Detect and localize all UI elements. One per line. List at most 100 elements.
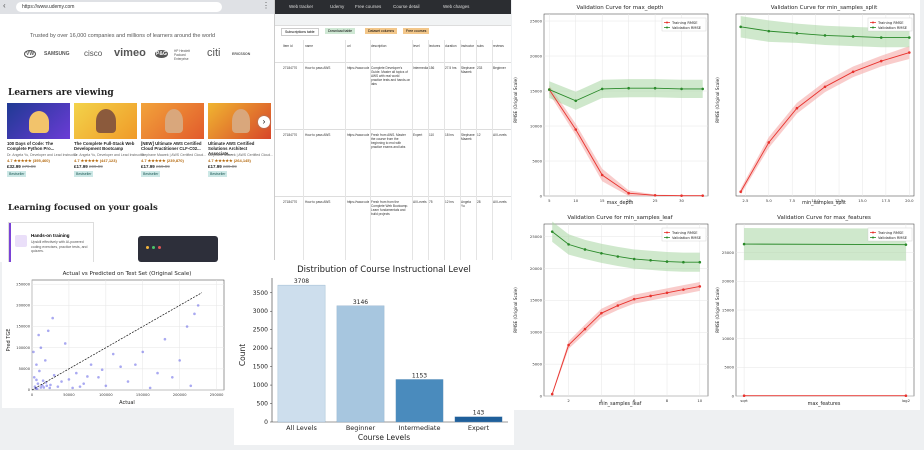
- carousel-next-button[interactable]: ›: [258, 116, 270, 128]
- x-tick-label: 10.0: [811, 198, 820, 203]
- course-title: The Complete Full-Stack Web Development …: [74, 141, 137, 151]
- vimeo-logo: vimeo: [114, 47, 146, 59]
- address-bar[interactable]: https://www.udemy.com: [16, 2, 222, 12]
- bar-value-label: 143: [473, 410, 485, 417]
- column-header[interactable]: description: [371, 44, 411, 48]
- series-line: [744, 244, 906, 245]
- data-point: [654, 87, 657, 90]
- table-cell[interactable]: 27184770: [283, 133, 301, 137]
- table-cell[interactable]: 156: [429, 66, 443, 70]
- table-cell[interactable]: https://www.udemy.com/aws: [347, 66, 369, 70]
- y-tick-label: 15000: [722, 307, 735, 312]
- table-cell[interactable]: 18 hrs: [445, 133, 459, 137]
- filter-chip[interactable]: Subscriptions table: [281, 28, 319, 36]
- column-header[interactable]: duration: [445, 44, 459, 48]
- table-cell[interactable]: 27.5 hrs: [445, 66, 459, 70]
- data-point: [739, 190, 742, 193]
- table-cell[interactable]: 233: [477, 66, 491, 70]
- data-point: [701, 88, 704, 91]
- data-point: [171, 376, 174, 379]
- table-cell[interactable]: 12: [477, 133, 491, 137]
- table-cell[interactable]: Complete Developer's Guide. Master all t…: [371, 66, 411, 126]
- x-tick-label: 25: [653, 198, 658, 203]
- table-cell[interactable]: Stephane Maarek: [461, 66, 475, 74]
- back-icon[interactable]: ‹: [3, 1, 6, 10]
- course-card[interactable]: The Complete Full-Stack Web Development …: [74, 103, 137, 183]
- y-tick-label: 2000: [253, 345, 268, 352]
- table-cell[interactable]: 12 hrs: [445, 200, 459, 204]
- x-tick-label: 50000: [63, 393, 75, 397]
- column-header[interactable]: subs: [477, 44, 491, 48]
- table-cell[interactable]: 27184770: [283, 66, 301, 70]
- course-card[interactable]: [NEW] Ultimate AWS Certified Cloud Pract…: [141, 103, 204, 183]
- table-cell[interactable]: https://www.udemy.com/aws: [347, 200, 369, 204]
- table-cell[interactable]: 27184770: [283, 200, 301, 204]
- table-cell[interactable]: Fresh from AWS. Master the course from t…: [371, 133, 411, 193]
- table-cell[interactable]: All Levels: [493, 133, 509, 137]
- legend-marker: [872, 22, 874, 24]
- data-point: [44, 359, 47, 362]
- tab-udemy[interactable]: Udemy: [330, 4, 344, 9]
- y-tick-label: 20000: [530, 266, 543, 271]
- tab-course-detail[interactable]: Course detail: [393, 4, 420, 9]
- table-cell[interactable]: Fresh from from the Complete Web Bootcam…: [371, 200, 411, 256]
- x-tick-label: 2.5: [742, 198, 749, 203]
- bestseller-badge: Bestseller: [141, 171, 160, 177]
- cisco-logo: cisco: [84, 49, 102, 58]
- table-cell[interactable]: https://www.udemy.com/aws: [347, 133, 369, 137]
- data-point: [75, 372, 78, 375]
- table-cell[interactable]: Beginner: [493, 66, 509, 70]
- data-point: [600, 252, 603, 255]
- vc-leaf-panel: Validation Curve for min_samples_leaf mi…: [512, 210, 714, 410]
- y-tick-label: 0: [28, 388, 31, 392]
- column-header[interactable]: lectures: [429, 44, 443, 48]
- data-point: [680, 88, 683, 91]
- course-card[interactable]: Ultimate AWS Certified Solutions Archite…: [208, 103, 271, 183]
- table-cell[interactable]: Expert: [413, 133, 428, 137]
- table-cell[interactable]: All Levels: [413, 200, 428, 204]
- data-point: [666, 292, 669, 295]
- course-title: [NEW] Ultimate AWS Certified Cloud Pract…: [141, 141, 204, 151]
- column-header[interactable]: level: [413, 44, 427, 48]
- column-header[interactable]: name: [305, 44, 343, 48]
- table-cell[interactable]: Angela Yu: [461, 200, 475, 208]
- ericsson-logo: ERICSSON: [232, 52, 250, 56]
- table-cell[interactable]: Intermediate: [413, 66, 428, 70]
- data-point: [45, 384, 48, 387]
- bar-chart: Distribution of Course Instructional Lev…: [234, 260, 514, 445]
- table-cell[interactable]: 28: [477, 200, 491, 204]
- goal-card[interactable]: Hands-on training Upskill effectively wi…: [8, 222, 94, 262]
- filter-chip[interactable]: Dataset columns: [365, 28, 397, 34]
- table-cell[interactable]: 75: [429, 200, 443, 204]
- data-point: [743, 394, 746, 397]
- column-header[interactable]: Item id: [283, 44, 301, 48]
- tab-free-courses[interactable]: Free courses: [355, 4, 381, 9]
- course-thumbnail: [7, 103, 70, 139]
- column-header[interactable]: reviews: [493, 44, 509, 48]
- course-card[interactable]: 100 Days of Code: The Complete Python Pr…: [7, 103, 70, 183]
- column-header[interactable]: instructor: [461, 44, 475, 48]
- x-tick-label: Expert: [468, 424, 490, 432]
- table-cell[interactable]: How to pass AWS: [305, 200, 343, 204]
- scatter-chart: Actual vs Predicted on Test Set (Origina…: [2, 262, 234, 408]
- table-cell[interactable]: All Levels: [493, 200, 509, 204]
- menu-icon[interactable]: ⋮: [262, 1, 270, 10]
- table-cell[interactable]: How to pass AWS: [305, 133, 343, 137]
- data-point: [701, 194, 704, 197]
- course-price: £17.99: [141, 164, 155, 169]
- scatter-panel: Actual vs Predicted on Test Set (Origina…: [2, 262, 234, 408]
- tab-web-charges[interactable]: Web charges: [443, 4, 469, 9]
- data-point: [852, 35, 855, 38]
- table-cell[interactable]: Stephane Maarek: [461, 133, 475, 141]
- data-point: [649, 259, 652, 262]
- data-point: [156, 372, 159, 375]
- data-point: [43, 386, 46, 389]
- table-cell[interactable]: 110: [429, 133, 443, 137]
- column-header[interactable]: url: [347, 44, 367, 48]
- tab-web-tracker[interactable]: Web tracker: [289, 4, 313, 9]
- chart-title: Validation Curve for min_samples_leaf: [567, 215, 673, 221]
- table-cell[interactable]: How to pass AWS: [305, 66, 343, 70]
- filter-chip[interactable]: Download table: [325, 28, 355, 34]
- x-tick-label: 17.5: [882, 198, 891, 203]
- filter-chip[interactable]: Free courses: [403, 28, 429, 34]
